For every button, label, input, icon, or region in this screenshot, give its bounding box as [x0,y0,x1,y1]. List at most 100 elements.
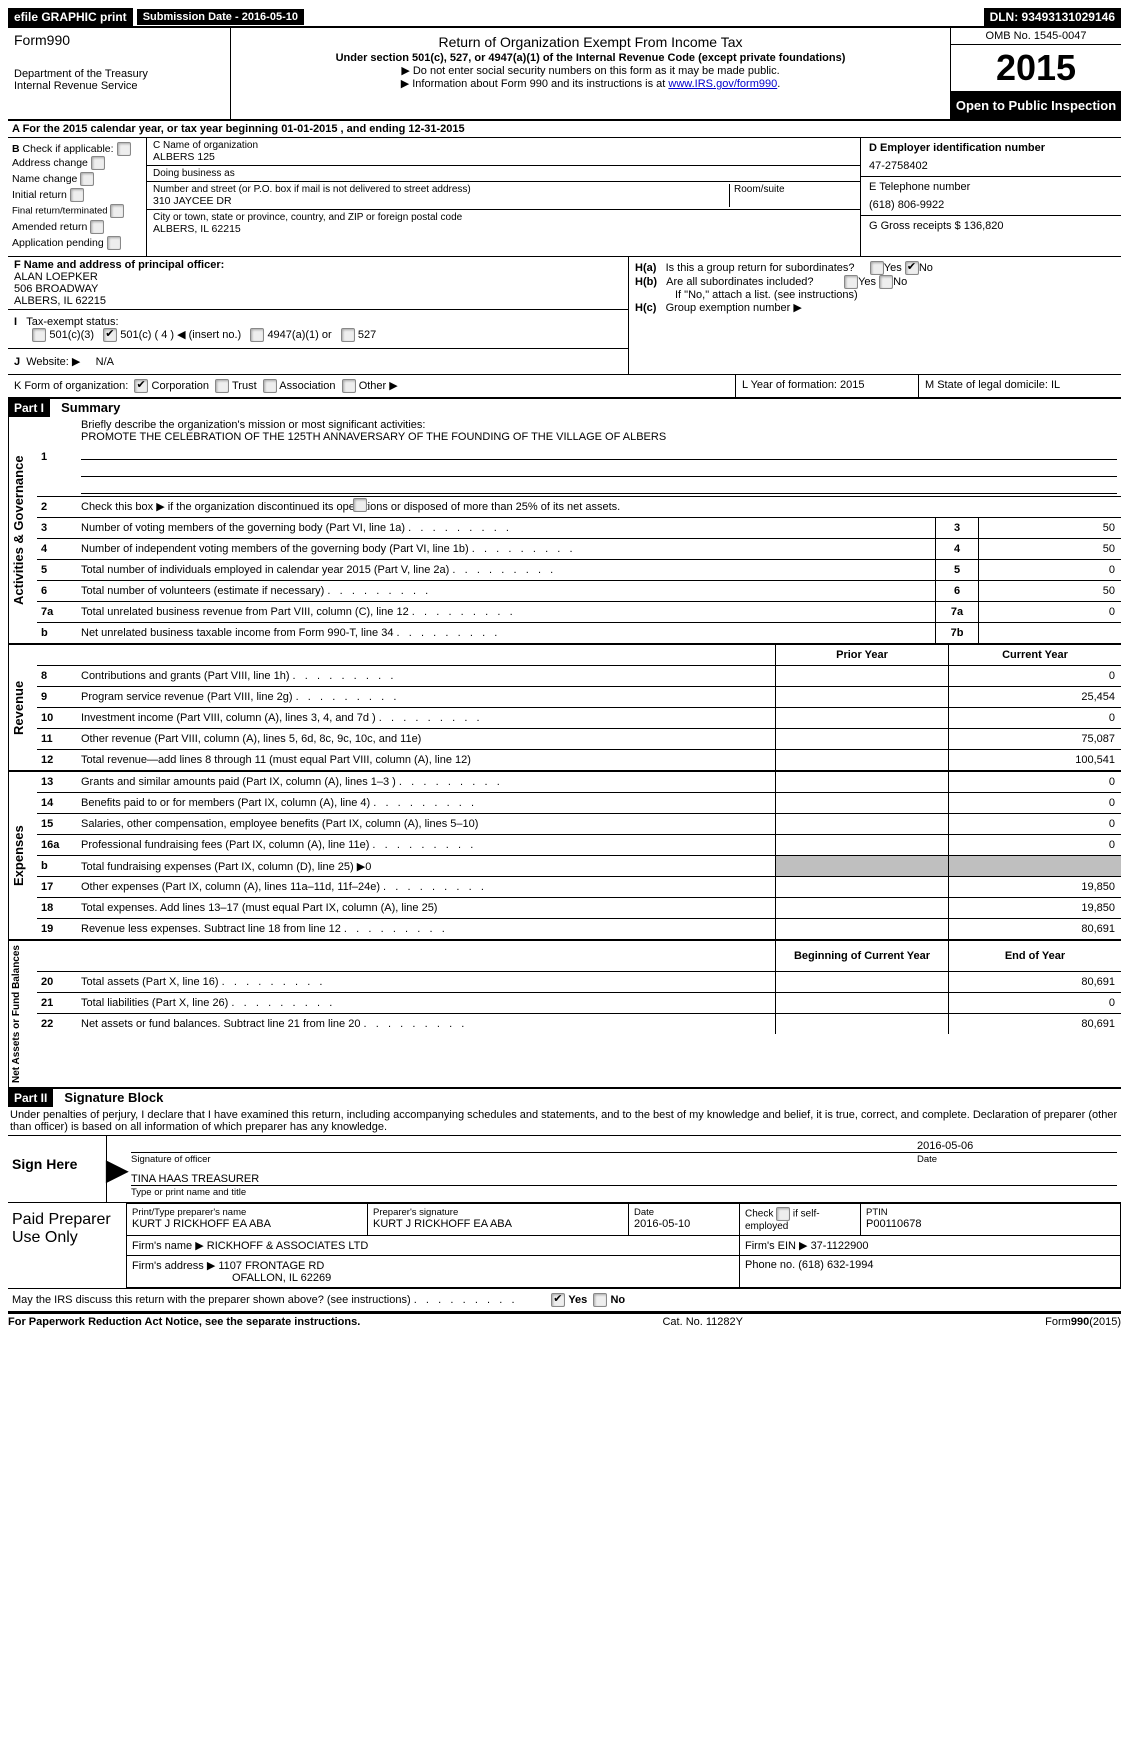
row-a: A For the 2015 calendar year, or tax yea… [8,121,1121,138]
inspection-label: Open to Public Inspection [951,92,1121,119]
form-subtitle1: Under section 501(c), 527, or 4947(a)(1)… [235,52,946,64]
ha-label: Is this a group return for subordinates? [666,262,855,274]
part1-title: Summary [53,400,120,415]
d-ein-label: D Employer identification number [869,142,1113,154]
b-initial-return: Initial return [12,188,142,202]
efile-label: efile GRAPHIC print [8,8,133,26]
j-label: Website: ▶ [26,356,80,368]
part2-bar: Part II Signature Block [8,1089,1121,1107]
perjury: Under penalties of perjury, I declare th… [8,1107,1121,1136]
k-corp[interactable] [134,379,148,393]
f-label: F Name and address of principal officer: [14,259,622,271]
section-revenue: Revenue Prior YearCurrent Year 8Contribu… [8,645,1121,772]
preparer-table: Print/Type preparer's nameKURT J RICKHOF… [126,1203,1121,1288]
sig-date: 2016-05-06 [917,1140,1117,1152]
m-label: M State of legal domicile: IL [919,375,1121,397]
irs-link[interactable]: www.IRS.gov/form990 [668,78,777,90]
form-subtitle3: ▶ Information about Form 990 and its ins… [235,77,946,90]
vert-expenses: Expenses [8,772,37,939]
section-expenses: Expenses 13Grants and similar amounts pa… [8,772,1121,941]
k-trust[interactable] [215,379,229,393]
section-net: Net Assets or Fund Balances Beginning of… [8,941,1121,1089]
form-title: Return of Organization Exempt From Incom… [235,32,946,52]
j-val: N/A [96,356,114,368]
b-address-change: Address change [12,156,142,170]
footer-mid: Cat. No. 11282Y [662,1316,743,1328]
part1-header: Part I [8,399,50,417]
footer-left: For Paperwork Reduction Act Notice, see … [8,1316,360,1328]
discuss-row: May the IRS discuss this return with the… [8,1289,1121,1313]
d-gross: G Gross receipts $ 136,820 [869,220,1113,232]
b-amended: Amended return [12,220,142,234]
c-dba-label: Doing business as [153,168,854,179]
date-label: Date [917,1152,1117,1165]
submission-date: Submission Date - 2016-05-10 [137,9,304,25]
col-c: C Name of organization ALBERS 125 Doing … [147,138,860,256]
vert-net: Net Assets or Fund Balances [8,941,37,1087]
name-title-label: Type or print name and title [131,1185,1117,1198]
col-b: B Check if applicable: Address change Na… [8,138,147,256]
col-d: D Employer identification number 47-2758… [860,138,1121,256]
d-phone-label: E Telephone number [869,181,1113,193]
hb-no[interactable] [879,275,893,289]
c-street: 310 JAYCEE DR [153,195,725,207]
hb-yes[interactable] [844,275,858,289]
b-pending: Application pending [12,236,142,250]
c-city-label: City or town, state or province, country… [153,212,854,223]
sig-officer-label: Signature of officer [131,1152,917,1165]
k-other[interactable] [342,379,356,393]
dept-line2: Internal Revenue Service [14,80,224,92]
section-bcd: B Check if applicable: Address change Na… [8,138,1121,257]
form-header: Form990 Department of the Treasury Inter… [8,28,1121,121]
ha-no[interactable] [905,261,919,275]
footer-right: Form990(2015) [1045,1316,1121,1328]
row-klm: K Form of organization: Corporation Trus… [8,375,1121,399]
f-addr2: ALBERS, IL 62215 [14,295,622,307]
footer: For Paperwork Reduction Act Notice, see … [8,1313,1121,1328]
b-final-return: Final return/terminated [12,204,142,218]
sign-arrow-icon: ▶ [107,1136,127,1202]
vert-activities: Activities & Governance [8,417,37,643]
part2-title: Signature Block [56,1090,163,1105]
dln: DLN: 93493131029146 [984,8,1121,26]
b-name-change: Name change [12,172,142,186]
part1-bar: Part I Summary [8,399,1121,417]
f-name: ALAN LOEPKER [14,271,622,283]
section-activities: Activities & Governance 1 Briefly descri… [8,417,1121,645]
hb-label: Are all subordinates included? [666,276,813,288]
tax-year: 2015 [951,45,1121,92]
hc-label: Group exemption number ▶ [666,302,802,314]
i-527-checkbox[interactable] [341,328,355,342]
c-city: ALBERS, IL 62215 [153,223,854,235]
i-4947-checkbox[interactable] [250,328,264,342]
f-addr1: 506 BROADWAY [14,283,622,295]
top-bar: efile GRAPHIC print Submission Date - 20… [8,8,1121,28]
l-label: L Year of formation: 2015 [736,375,919,397]
i-501c-checkbox[interactable] [103,328,117,342]
officer-name: TINA HAAS TREASURER [131,1165,1117,1185]
c-name-label: C Name of organization [153,140,854,151]
checkbox-b[interactable] [117,142,131,156]
d-phone: (618) 806-9922 [869,193,1113,211]
hb-note: If "No," attach a list. (see instruction… [635,289,1115,301]
part2-header: Part II [8,1089,53,1107]
signature-section: Under penalties of perjury, I declare th… [8,1107,1121,1313]
section-fih: F Name and address of principal officer:… [8,257,1121,375]
self-emp-checkbox[interactable] [776,1207,790,1221]
sign-here: Sign Here [8,1136,107,1202]
i-501c3-checkbox[interactable] [32,328,46,342]
vert-revenue: Revenue [8,645,37,770]
omb-number: OMB No. 1545-0047 [951,28,1121,45]
discuss-no[interactable] [593,1293,607,1307]
discuss-yes[interactable] [551,1293,565,1307]
ha-yes[interactable] [870,261,884,275]
q2-checkbox[interactable] [353,498,367,512]
c-street-label: Number and street (or P.O. box if mail i… [153,184,725,195]
k-assoc[interactable] [263,379,277,393]
d-ein: 47-2758402 [869,154,1113,172]
k-label: K Form of organization: [14,380,128,392]
q1: Briefly describe the organization's miss… [81,419,425,431]
form-number: Form990 [14,32,224,48]
c-room-label: Room/suite [734,184,854,195]
paid-preparer-label: Paid Preparer Use Only [8,1203,126,1288]
